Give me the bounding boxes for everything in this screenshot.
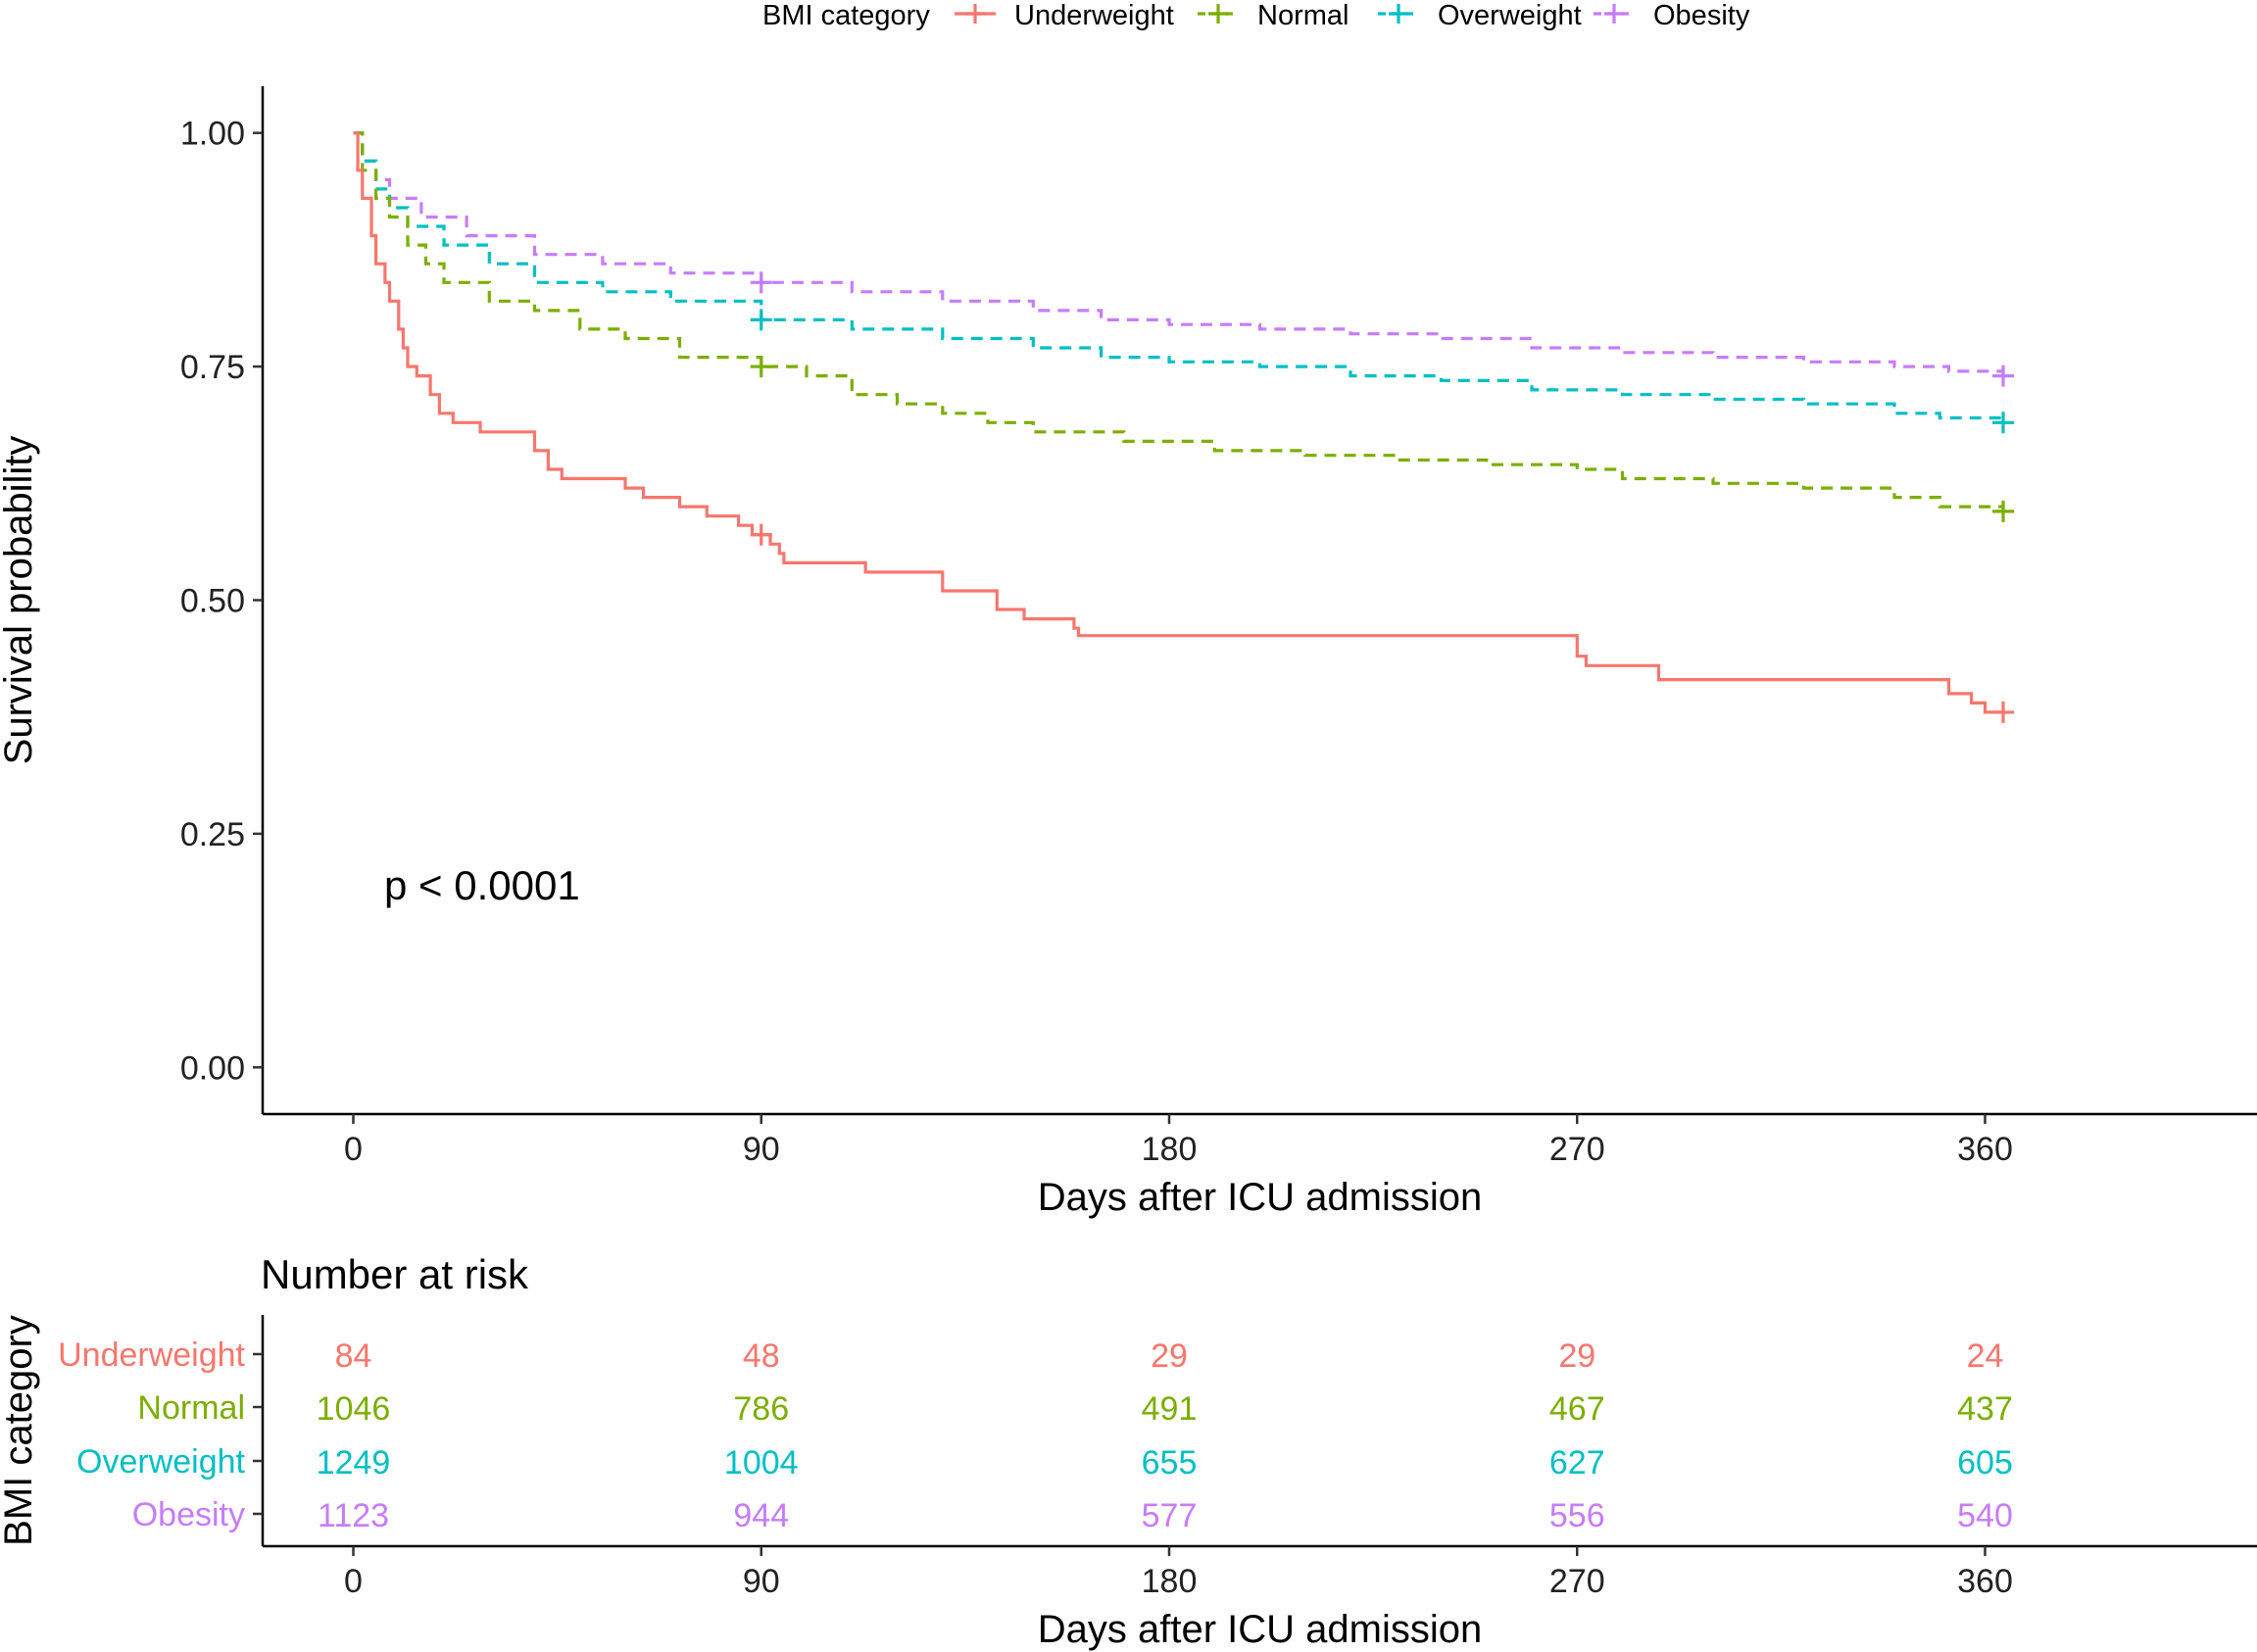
risk-count-overweight: 1004: [724, 1444, 799, 1482]
series-normal-curve: [353, 131, 2005, 511]
legend-swatch-mark: [1208, 4, 1228, 24]
series-obesity-censor-mark: [750, 271, 772, 294]
series-overweight-curve: [353, 131, 2005, 423]
legend-swatch-mark: [1604, 4, 1624, 24]
risk-count-underweight: 24: [1967, 1337, 2004, 1375]
series-normal-censor-mark: [1992, 500, 2014, 522]
risk-count-underweight: 48: [743, 1337, 780, 1375]
risk-count-normal: 1046: [317, 1390, 391, 1428]
risk-row-label-overweight: Overweight: [76, 1443, 246, 1481]
x-tick-label: 180: [1142, 1131, 1198, 1168]
risk-row-label-obesity: Obesity: [132, 1496, 245, 1533]
risk-count-overweight: 627: [1549, 1444, 1605, 1482]
series-underweight-curve: [353, 131, 2003, 714]
series-obesity-censor-mark: [1992, 364, 2014, 387]
risk-count-obesity: 577: [1142, 1497, 1198, 1534]
risk-table-x-tick-label: 0: [344, 1563, 363, 1600]
risk-count-obesity: 540: [1957, 1497, 2013, 1534]
risk-count-overweight: 605: [1957, 1444, 2013, 1482]
x-tick-label: 270: [1549, 1131, 1605, 1168]
x-tick-label: 0: [344, 1131, 363, 1168]
risk-count-normal: 786: [733, 1390, 789, 1428]
risk-table-x-tick-label: 270: [1549, 1563, 1605, 1600]
risk-count-overweight: 1249: [317, 1444, 391, 1482]
risk-row-label-normal: Normal: [137, 1389, 245, 1427]
y-tick-label: 0.00: [180, 1049, 245, 1087]
legend-label-obesity: Obesity: [1653, 0, 1750, 31]
risk-count-normal: 467: [1549, 1390, 1605, 1428]
legend-label-underweight: Underweight: [1014, 0, 1174, 31]
risk-table-x-tick-label: 90: [743, 1563, 780, 1600]
x-axis-title: Days after ICU admission: [1038, 1176, 1482, 1219]
x-tick-label: 360: [1957, 1131, 2013, 1168]
series-overweight-censor-mark: [1992, 412, 2014, 434]
series-underweight-censor-mark: [1992, 701, 2014, 723]
legend-title: BMI category: [762, 0, 930, 31]
legend: BMI category Underweight Normal Overweight O…: [762, 0, 1750, 31]
legend-label-normal: Normal: [1257, 0, 1349, 31]
series-obesity-curve: [353, 131, 2005, 376]
y-tick-label: 0.25: [180, 816, 245, 853]
risk-table: Number at risk Underweight 84 48 29 29 24 Norma…: [0, 1251, 2257, 1651]
risk-count-obesity: 944: [733, 1497, 789, 1534]
risk-count-underweight: 84: [335, 1337, 372, 1375]
x-tick-label: 90: [743, 1131, 780, 1168]
risk-table-x-tick-label: 360: [1957, 1563, 2013, 1600]
survival-plot: 0.00 0.25 0.50 0.75 1.00 0 90 180 270 360 Days aft…: [0, 86, 2257, 1219]
risk-count-normal: 491: [1142, 1390, 1198, 1428]
risk-table-x-tick-label: 180: [1142, 1563, 1198, 1600]
series-normal-censor-mark: [750, 356, 772, 378]
risk-count-underweight: 29: [1151, 1337, 1188, 1375]
risk-table-title: Number at risk: [261, 1251, 529, 1297]
p-value-annotation: p < 0.0001: [384, 862, 580, 908]
y-tick-label: 0.75: [180, 349, 245, 386]
y-tick-label: 1.00: [180, 116, 245, 153]
legend-label-overweight: Overweight: [1438, 0, 1582, 31]
risk-count-overweight: 655: [1142, 1444, 1198, 1482]
risk-table-y-axis-title: BMI category: [0, 1315, 40, 1546]
legend-swatch-mark: [965, 4, 985, 24]
risk-count-underweight: 29: [1558, 1337, 1595, 1375]
y-axis-title: Survival probability: [0, 436, 40, 765]
y-tick-label: 0.50: [180, 583, 245, 620]
risk-count-normal: 437: [1957, 1390, 2013, 1428]
risk-count-obesity: 1123: [318, 1497, 389, 1534]
legend-swatch-mark: [1389, 4, 1408, 24]
risk-table-x-axis-title: Days after ICU admission: [1038, 1608, 1482, 1651]
risk-count-obesity: 556: [1549, 1497, 1605, 1534]
series-overweight-censor-mark: [750, 309, 772, 331]
risk-row-label-underweight: Underweight: [58, 1336, 245, 1374]
series-underweight-censor-mark: [750, 523, 772, 546]
